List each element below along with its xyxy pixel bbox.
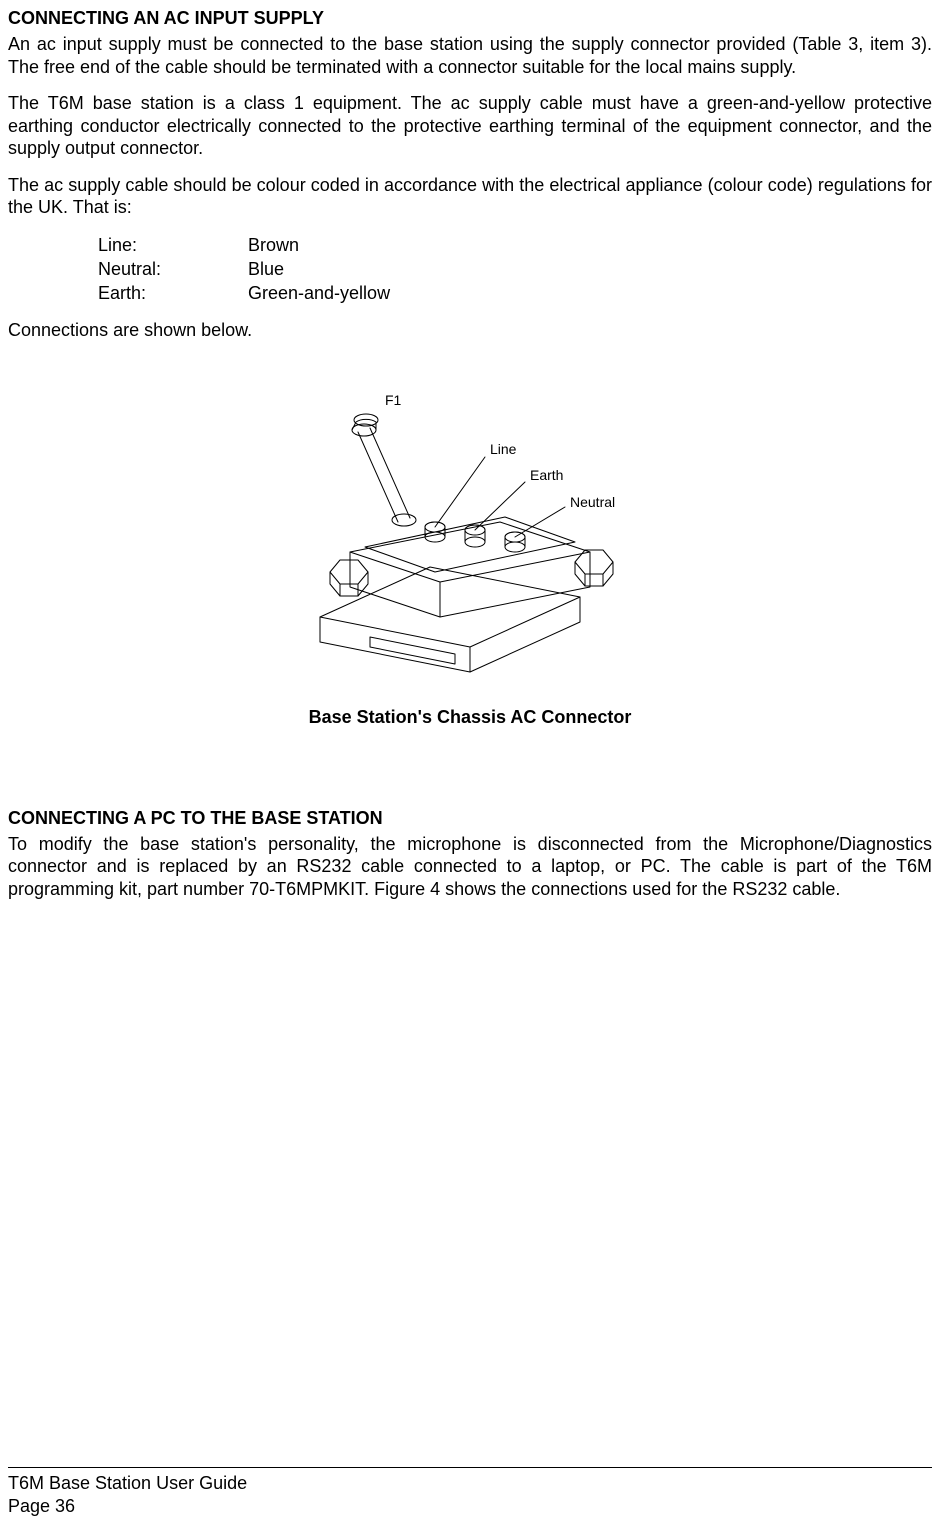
color-value: Green-and-yellow xyxy=(248,281,390,305)
section1-p4: Connections are shown below. xyxy=(8,319,932,342)
diagram-label-earth: Earth xyxy=(530,467,563,483)
diagram-label-neutral: Neutral xyxy=(570,494,615,510)
section1-heading: CONNECTING AN AC INPUT SUPPLY xyxy=(8,8,932,29)
spacer xyxy=(8,738,932,808)
diagram-caption: Base Station's Chassis AC Connector xyxy=(8,707,932,728)
footer: T6M Base Station User Guide Page 36 xyxy=(8,1467,932,1517)
page: CONNECTING AN AC INPUT SUPPLY An ac inpu… xyxy=(0,0,940,1537)
diagram-label-f1: F1 xyxy=(385,392,402,408)
diagram-label-line: Line xyxy=(490,441,517,457)
color-code-table: Line: Brown Neutral: Blue Earth: Green-a… xyxy=(98,233,932,306)
color-label: Neutral: xyxy=(98,257,248,281)
section2-heading: CONNECTING A PC TO THE BASE STATION xyxy=(8,808,932,829)
section1-p1: An ac input supply must be connected to … xyxy=(8,33,932,78)
section2-p1: To modify the base station's personality… xyxy=(8,833,932,901)
table-row: Line: Brown xyxy=(98,233,932,257)
footer-line1: T6M Base Station User Guide xyxy=(8,1472,932,1495)
section1-p2: The T6M base station is a class 1 equipm… xyxy=(8,92,932,160)
content-area: CONNECTING AN AC INPUT SUPPLY An ac inpu… xyxy=(8,8,932,1467)
color-value: Blue xyxy=(248,257,284,281)
color-label: Earth: xyxy=(98,281,248,305)
connector-diagram: F1 Line Earth Neutral Base Station's Cha… xyxy=(8,362,932,728)
connector-svg: F1 Line Earth Neutral xyxy=(260,362,680,692)
color-label: Line: xyxy=(98,233,248,257)
table-row: Neutral: Blue xyxy=(98,257,932,281)
color-value: Brown xyxy=(248,233,299,257)
footer-line2: Page 36 xyxy=(8,1495,932,1518)
table-row: Earth: Green-and-yellow xyxy=(98,281,932,305)
footer-rule xyxy=(8,1467,932,1468)
section1-p3: The ac supply cable should be colour cod… xyxy=(8,174,932,219)
